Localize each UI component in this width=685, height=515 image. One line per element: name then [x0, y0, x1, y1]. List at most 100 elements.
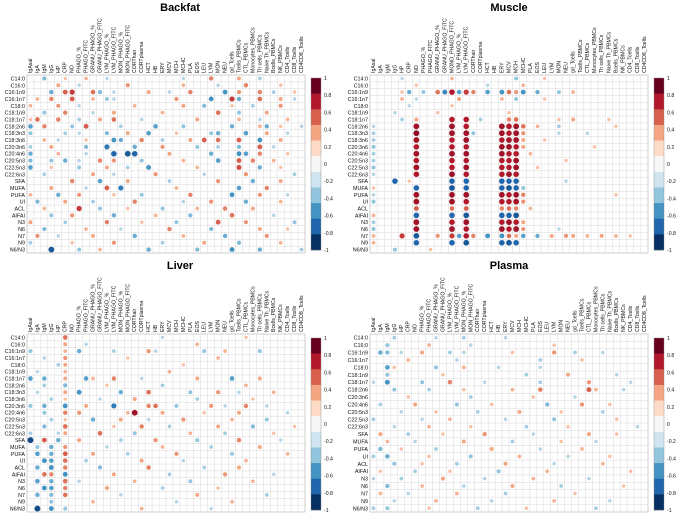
- correlation-circle: [485, 89, 490, 95]
- correlation-circle: [35, 369, 40, 374]
- correlation-circle: [28, 145, 33, 149]
- row-label: C18:0: [354, 365, 368, 371]
- correlation-circle: [181, 158, 186, 163]
- column-label: PHAGO_%: [77, 46, 83, 73]
- row-label: AIFAI: [12, 213, 25, 219]
- correlation-circle: [506, 117, 512, 122]
- column-label: Bcells_PBMCs: [613, 38, 619, 73]
- correlation-circle: [385, 343, 390, 348]
- correlation-circle: [42, 356, 47, 360]
- column-label: HB: [492, 65, 498, 73]
- correlation-circle: [49, 185, 54, 190]
- column-label: NEU: [223, 62, 229, 73]
- correlation-circle: [371, 227, 376, 232]
- correlation-circle: [413, 219, 420, 226]
- correlation-circle: [506, 239, 512, 246]
- row-label: C14:0: [354, 76, 368, 82]
- colorbar-segment: [654, 369, 664, 386]
- column-label: HP: [400, 65, 406, 73]
- correlation-circle: [236, 90, 242, 95]
- row-label: C18:3n6: [5, 397, 25, 403]
- correlation-circle: [77, 247, 82, 252]
- correlation-circle: [571, 117, 576, 122]
- correlation-circle: [111, 376, 117, 381]
- correlation-circle: [91, 97, 95, 101]
- correlation-circle: [251, 103, 255, 108]
- correlation-circle: [449, 130, 455, 137]
- correlation-circle: [469, 424, 473, 429]
- row-label: UI: [363, 200, 368, 206]
- correlation-circle: [471, 89, 476, 95]
- correlation-circle: [230, 417, 234, 422]
- row-label: C22:6n3: [348, 172, 368, 178]
- column-label: CD8_Tcells: [292, 305, 298, 332]
- correlation-circle: [392, 424, 397, 429]
- correlation-circle: [111, 472, 116, 477]
- correlation-circle: [434, 410, 438, 414]
- row-label: C18:2n6: [5, 383, 25, 389]
- grid-lines: [369, 333, 649, 513]
- correlation-circle: [63, 369, 68, 374]
- correlation-circle: [499, 89, 505, 95]
- correlation-circle: [84, 138, 88, 142]
- correlation-circle: [506, 185, 512, 191]
- row-label: UI: [20, 200, 25, 206]
- correlation-circle: [257, 349, 262, 354]
- correlation-circle: [463, 233, 470, 239]
- correlation-circle: [587, 476, 591, 481]
- correlation-circle: [167, 369, 172, 374]
- column-label: CTL_PBMCs: [586, 301, 592, 332]
- row-label: C20:3n6: [348, 395, 368, 401]
- correlation-circle: [42, 472, 47, 477]
- correlation-circle: [174, 403, 179, 408]
- correlation-circle: [524, 506, 529, 511]
- correlation-circle: [499, 178, 505, 184]
- correlation-circle: [614, 417, 619, 422]
- correlation-circle: [392, 499, 397, 503]
- colorbar-tick: -0.4: [667, 196, 676, 202]
- column-label: gd_Tcells: [571, 51, 577, 73]
- correlation-circle: [216, 390, 221, 395]
- correlation-circle: [521, 138, 526, 143]
- column-label: EOS: [195, 62, 201, 73]
- correlation-circle: [413, 239, 420, 246]
- correlation-circle: [209, 226, 214, 232]
- colorbar-segment: [311, 369, 321, 386]
- correlation-circle: [257, 76, 262, 81]
- correlation-circle: [160, 240, 165, 245]
- column-label: LEU: [202, 63, 208, 73]
- correlation-circle: [77, 83, 81, 87]
- correlation-circle: [63, 355, 68, 361]
- correlation-circle: [63, 397, 67, 401]
- correlation-circle: [209, 131, 214, 136]
- column-label: PHAGO_FITC: [84, 299, 90, 332]
- correlation-circle: [181, 417, 186, 422]
- correlation-circle: [520, 233, 526, 239]
- colorbar-tick: 0.6: [324, 370, 331, 376]
- correlation-circle: [201, 137, 207, 143]
- correlation-circle: [392, 387, 397, 392]
- column-label: HB: [496, 324, 502, 332]
- correlation-circle: [420, 462, 424, 466]
- correlation-circle: [371, 172, 376, 176]
- correlation-circle: [202, 411, 206, 415]
- correlation-circle: [76, 389, 82, 395]
- colorbar-segment: [311, 109, 321, 126]
- correlation-circle: [69, 96, 75, 102]
- colorbar-tick: -0.2: [667, 439, 676, 445]
- colorbar-segment: [311, 187, 321, 204]
- colorbar-segment: [654, 384, 664, 401]
- row-label: C22:5n3: [348, 417, 368, 423]
- column-label: GRANU_PHAGO_FITC: [442, 18, 448, 73]
- column-label: IgG: [49, 65, 55, 73]
- correlation-circle: [111, 110, 116, 115]
- colorbar-tick: 1: [324, 76, 327, 82]
- correlation-circle: [371, 158, 376, 163]
- correlation-circle: [498, 144, 505, 150]
- correlation-circle: [413, 469, 418, 474]
- correlation-circle: [202, 465, 207, 470]
- column-label: EOS: [535, 62, 541, 73]
- column-label: PHAGO_FITC: [427, 299, 433, 332]
- correlation-circle: [42, 172, 47, 177]
- correlation-circle: [90, 89, 96, 95]
